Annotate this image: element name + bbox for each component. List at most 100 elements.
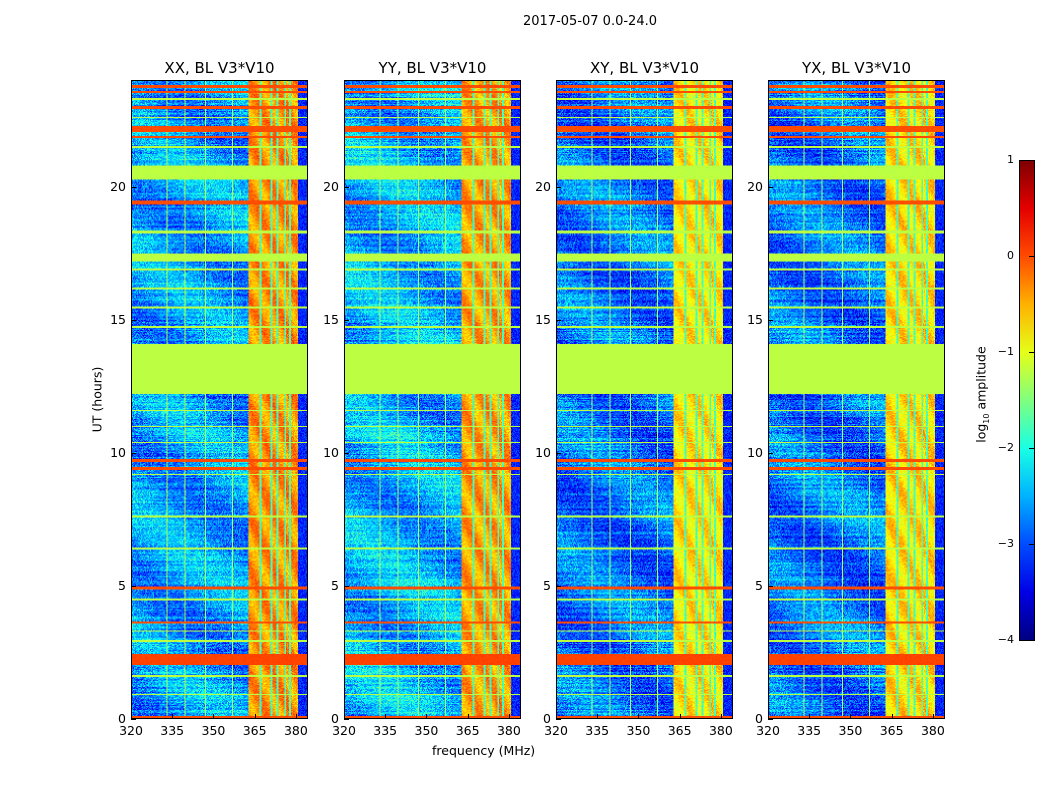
x-tick-label: 335 [797, 723, 822, 738]
x-tick-mark [768, 714, 769, 719]
x-tick-label: 320 [544, 723, 568, 738]
colorbar-tick-label: −2 [997, 441, 1014, 454]
y-tick-label: 20 [110, 178, 126, 194]
x-tick-mark [850, 714, 852, 719]
x-tick-mark [254, 714, 256, 719]
x-tick-label: 335 [160, 723, 185, 738]
panel-title: XX, BL V3*V10 [164, 59, 275, 77]
x-tick-mark [172, 714, 174, 719]
x-tick-mark [932, 714, 934, 719]
y-tick-mark [131, 719, 136, 720]
colorbar-tick-label: 1 [1007, 153, 1014, 166]
y-tick-label: 15 [535, 311, 551, 327]
x-tick-label: 350 [414, 723, 439, 738]
x-tick-mark [597, 714, 599, 719]
y-tick-label: 5 [755, 577, 763, 593]
x-tick-label: 365 [879, 723, 904, 738]
x-tick-label: 335 [373, 723, 398, 738]
x-tick-label: 365 [667, 723, 692, 738]
y-tick-mark [768, 186, 773, 188]
panel-title: YX, BL V3*V10 [801, 59, 912, 77]
x-tick-label: 365 [242, 723, 267, 738]
colorbar-tick-mark [1029, 448, 1034, 449]
y-tick-label: 5 [118, 577, 126, 593]
x-tick-mark [426, 714, 428, 719]
x-tick-label: 380 [496, 723, 521, 738]
y-tick-mark [556, 319, 561, 321]
y-tick-mark [131, 452, 136, 454]
y-tick-mark [344, 585, 349, 587]
colorbar-tick-label: −3 [997, 537, 1014, 550]
colorbar-tick-label: 0 [1007, 249, 1014, 262]
x-tick-label: 320 [756, 723, 780, 738]
colorbar-tick-mark [1029, 160, 1034, 161]
x-tick-mark [213, 714, 215, 719]
y-tick-mark [131, 585, 136, 587]
y-tick-label: 10 [535, 444, 551, 460]
colorbar [1019, 160, 1035, 641]
y-tick-mark [556, 186, 561, 188]
x-tick-label: 320 [332, 723, 356, 738]
x-tick-label: 350 [201, 723, 226, 738]
x-axis-label: frequency (MHz) [432, 743, 536, 758]
x-tick-mark [467, 714, 469, 719]
y-tick-mark [344, 719, 349, 720]
x-tick-label: 380 [920, 723, 945, 738]
colorbar-tick-mark [1029, 256, 1034, 257]
x-tick-mark [679, 714, 681, 719]
y-tick-mark [768, 452, 773, 454]
x-tick-mark [638, 714, 640, 719]
y-tick-label: 10 [110, 444, 126, 460]
y-tick-mark [556, 452, 561, 454]
x-tick-label: 380 [708, 723, 733, 738]
y-tick-mark [131, 186, 136, 188]
y-tick-label: 15 [747, 311, 763, 327]
y-tick-mark [768, 585, 773, 587]
y-tick-label: 5 [331, 577, 339, 593]
y-axis-label: UT (hours) [89, 366, 105, 433]
colorbar-tick-label: −1 [997, 345, 1014, 358]
x-tick-label: 335 [585, 723, 610, 738]
y-tick-label: 10 [747, 444, 763, 460]
panel-title: YY, BL V3*V10 [378, 59, 487, 77]
y-tick-label: 0 [118, 711, 126, 726]
colorbar-tick-mark [1029, 640, 1034, 641]
heatmap-panel [556, 80, 733, 719]
x-tick-mark [385, 714, 387, 719]
x-tick-mark [720, 714, 722, 719]
x-tick-mark [344, 714, 345, 719]
x-tick-mark [556, 714, 557, 719]
y-tick-label: 0 [331, 711, 339, 726]
y-tick-label: 10 [323, 444, 339, 460]
figure-title: 2017-05-07 0.0-24.0 [523, 14, 657, 29]
y-tick-label: 15 [110, 311, 126, 327]
y-tick-mark [768, 319, 773, 321]
y-tick-label: 0 [543, 711, 551, 726]
colorbar-label: log10 amplitude [973, 346, 991, 443]
y-tick-mark [556, 719, 561, 720]
x-tick-label: 320 [119, 723, 143, 738]
y-tick-label: 20 [535, 178, 551, 194]
y-tick-mark [344, 186, 349, 188]
x-tick-mark [131, 714, 132, 719]
panel-title: XY, BL V3*V10 [589, 59, 700, 77]
heatmap-panel [768, 80, 945, 719]
colorbar-tick-label: −4 [997, 633, 1014, 646]
x-tick-label: 350 [838, 723, 863, 738]
y-tick-label: 0 [755, 711, 763, 726]
y-tick-label: 20 [747, 178, 763, 194]
x-tick-label: 350 [626, 723, 651, 738]
colorbar-tick-mark [1029, 352, 1034, 353]
y-tick-label: 20 [323, 178, 339, 194]
y-tick-mark [556, 585, 561, 587]
x-tick-mark [891, 714, 893, 719]
x-tick-label: 365 [455, 723, 480, 738]
colorbar-tick-mark [1029, 544, 1034, 545]
y-tick-mark [768, 719, 773, 720]
y-tick-mark [344, 319, 349, 321]
x-tick-mark [809, 714, 811, 719]
x-tick-mark [295, 714, 297, 719]
y-tick-label: 5 [543, 577, 551, 593]
y-tick-label: 15 [323, 311, 339, 327]
y-tick-mark [131, 319, 136, 321]
